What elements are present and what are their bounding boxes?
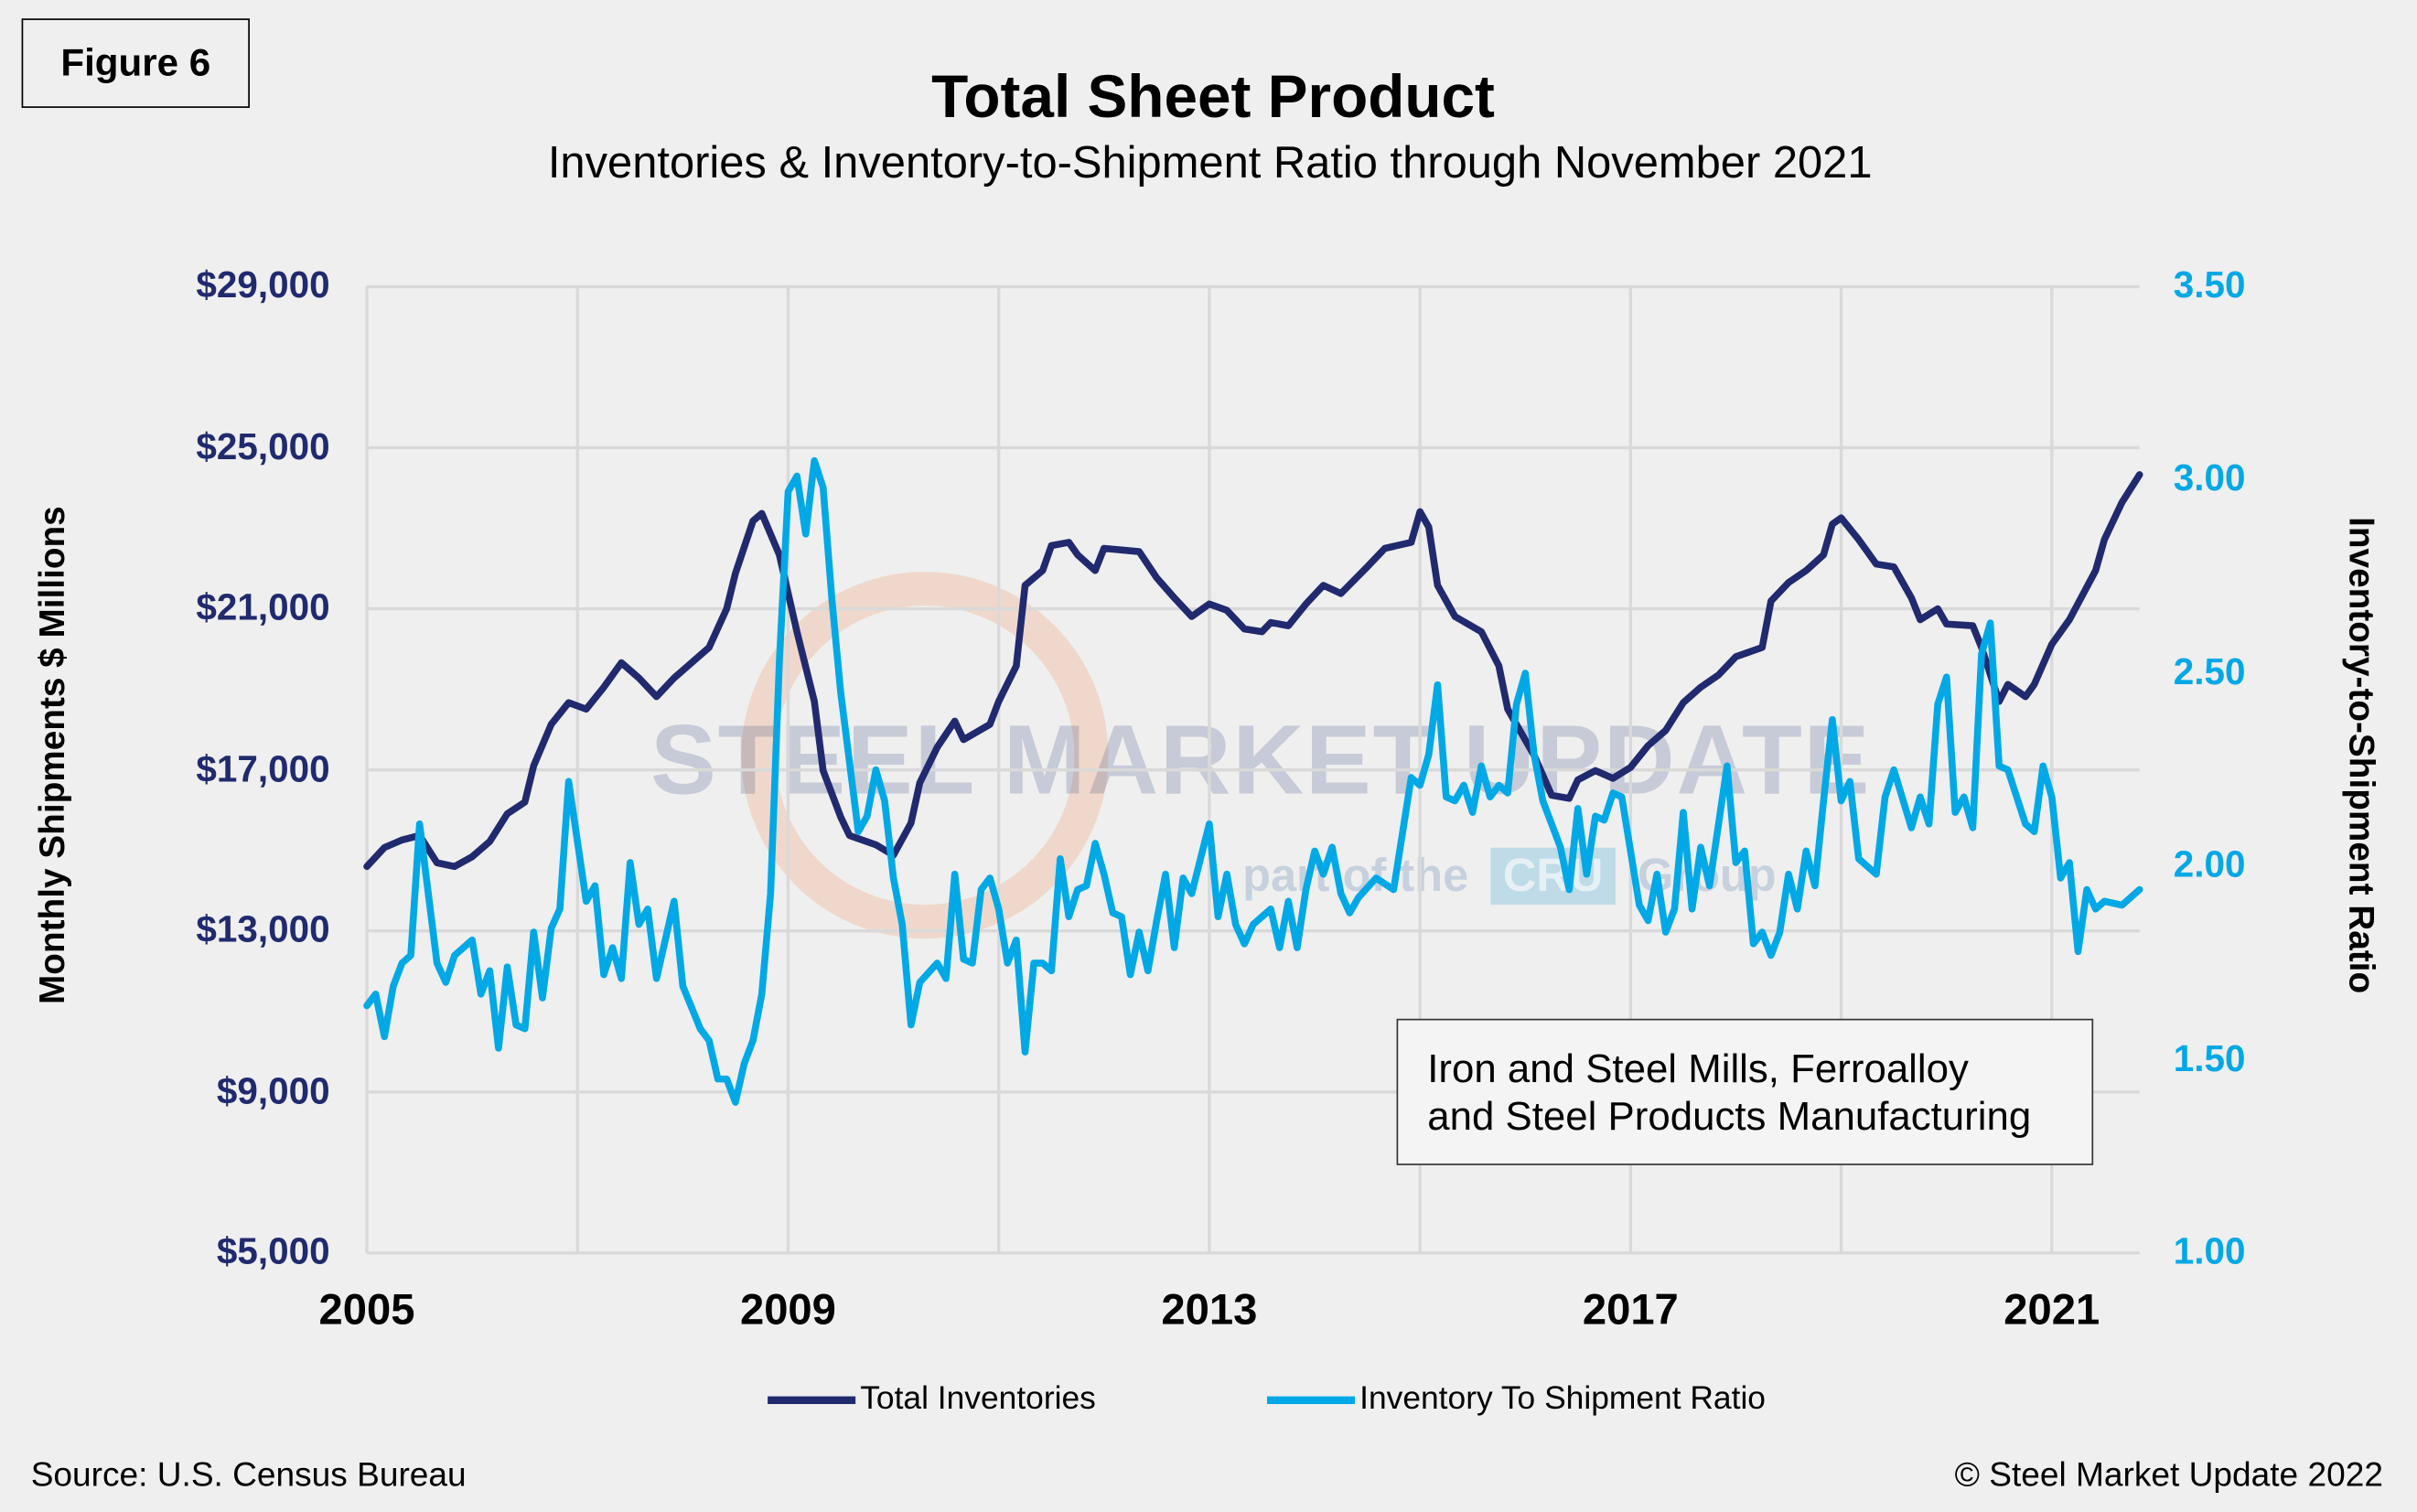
y-tick-label-left: $13,000	[196, 909, 330, 951]
figure-label: Figure 6	[21, 18, 250, 108]
chart-subtitle: Inventories & Inventory-to-Shipment Rati…	[547, 138, 1873, 188]
y-tick-label-left: $29,000	[196, 264, 330, 307]
legend-item-ratio: Inventory To Shipment Ratio	[1267, 1381, 1766, 1418]
legend-label-ratio: Inventory To Shipment Ratio	[1359, 1380, 1767, 1417]
annotation-line-2: and Steel Products Manufacturing	[1427, 1092, 2032, 1140]
x-tick-label: 2021	[2003, 1285, 2100, 1334]
y-axis-title-right: Inventory-to-Shipment Ratio	[2342, 517, 2383, 994]
y-tick-label-left: $21,000	[196, 586, 330, 629]
y-tick-label-right: 3.00	[2173, 458, 2246, 500]
legend-swatch-inventories	[768, 1395, 856, 1404]
y-tick-label-right: 3.50	[2173, 264, 2246, 307]
annotation-line-1: Iron and Steel Mills, Ferroalloy	[1427, 1045, 1969, 1091]
y-tick-label-left: $9,000	[216, 1070, 330, 1112]
y-axis-title-left: Monthly Shipments $ Millions	[31, 506, 72, 1004]
x-tick-label: 2005	[318, 1285, 415, 1334]
y-tick-label-right: 2.00	[2173, 844, 2246, 887]
legend-item-inventories: Total Inventories	[768, 1381, 1096, 1418]
series-line-total-inventories	[363, 471, 2143, 871]
chart-title: Total Sheet Product	[931, 64, 1495, 132]
x-tick-label: 2009	[739, 1285, 836, 1334]
annotation-box: Iron and Steel Mills, Ferroalloy and Ste…	[1396, 1018, 2094, 1165]
series-line-inventory-to-shipment-ratio	[363, 456, 2143, 1106]
y-tick-label-left: $25,000	[196, 425, 330, 468]
y-tick-label-right: 1.50	[2173, 1037, 2246, 1080]
legend-swatch-ratio	[1267, 1395, 1356, 1404]
copyright-note: © Steel Market Update 2022	[1954, 1454, 2383, 1494]
y-tick-label-left: $5,000	[216, 1231, 330, 1273]
y-tick-label-right: 1.00	[2173, 1231, 2246, 1273]
x-tick-label: 2013	[1161, 1285, 1258, 1334]
legend-label-inventories: Total Inventories	[860, 1380, 1096, 1417]
y-tick-label-left: $17,000	[196, 748, 330, 790]
x-tick-label: 2017	[1582, 1285, 1679, 1334]
y-tick-label-right: 2.50	[2173, 651, 2246, 693]
source-note: Source: U.S. Census Bureau	[30, 1454, 467, 1494]
